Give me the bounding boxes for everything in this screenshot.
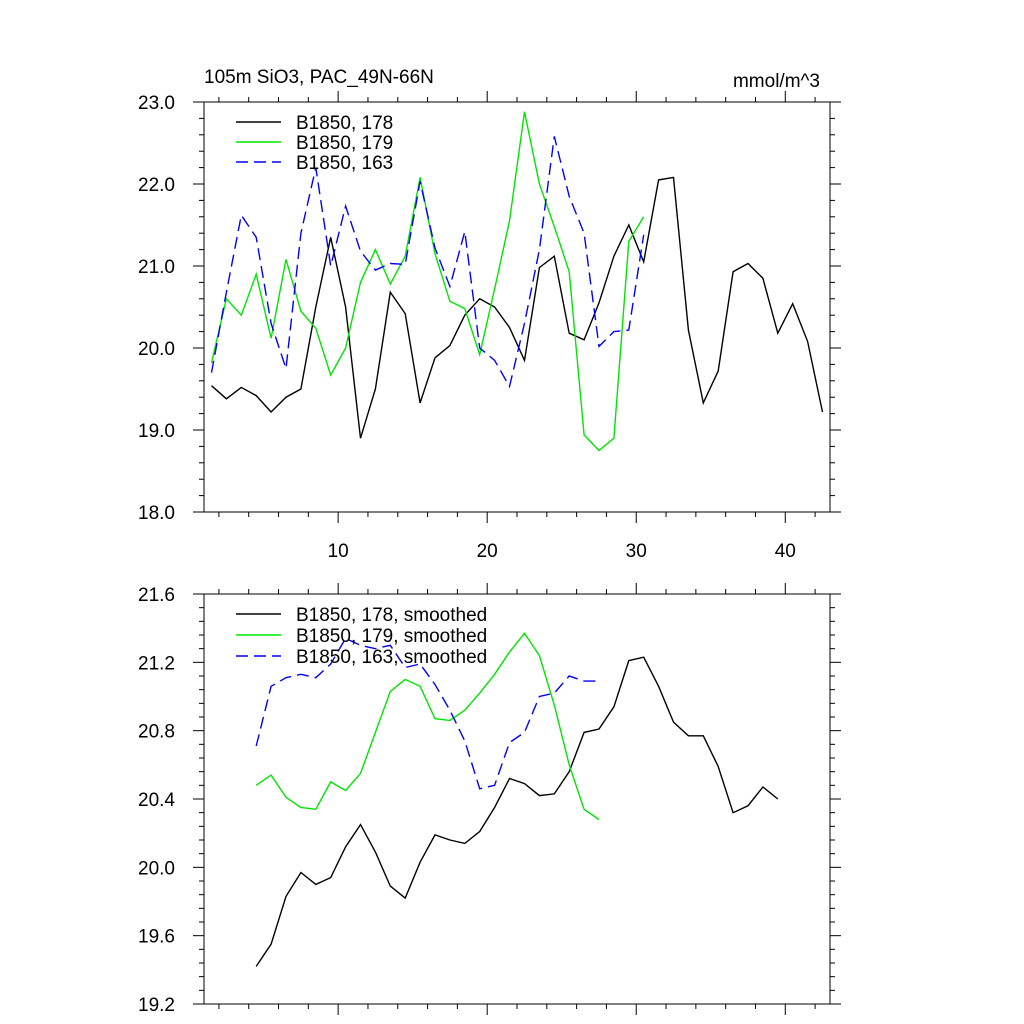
legend-label-2: B1850, 163 xyxy=(296,153,393,174)
y-tick-label: 21.0 xyxy=(138,257,175,278)
x-tick-label: 30 xyxy=(626,541,647,562)
top-chart-series xyxy=(210,111,824,452)
y-tick-label: 19.0 xyxy=(138,421,175,442)
y-tick-label: 19.6 xyxy=(138,927,175,948)
legend-label-0: B1850, 178 xyxy=(296,113,393,134)
y-tick-label: 19.2 xyxy=(138,995,175,1016)
x-tick-label: 10 xyxy=(328,541,349,562)
legend-label-1: B1850, 179 xyxy=(296,133,393,154)
series-line-0 xyxy=(255,656,779,967)
y-tick-label: 21.2 xyxy=(138,653,175,674)
series-line-2 xyxy=(255,637,599,790)
bottom-chart-series xyxy=(255,632,779,967)
y-tick-label: 22.0 xyxy=(138,175,175,196)
bottom-chart-axes: 19.2 19.6 20.0 20.4 20.8 21.2 21.6 xyxy=(138,583,841,1016)
legend-label-0: B1850, 178, smoothed xyxy=(296,605,487,626)
top-chart-units: mmol/m^3 xyxy=(733,71,820,92)
x-tick-label: 40 xyxy=(775,541,796,562)
y-tick-label: 23.0 xyxy=(138,93,175,114)
series-line-1 xyxy=(255,632,600,821)
series-line-0 xyxy=(211,176,824,439)
y-tick-label: 20.4 xyxy=(138,790,175,811)
y-tick-label: 18.0 xyxy=(138,503,175,524)
legend-label-1: B1850, 179, smoothed xyxy=(296,626,487,647)
top-chart-axes: 18.0 19.0 20.0 21.0 22.0 23.0 10 20 30 40 xyxy=(138,91,841,562)
y-tick-label: 20.8 xyxy=(138,722,175,743)
y-tick-label: 21.6 xyxy=(138,585,175,606)
series-line-2 xyxy=(210,136,645,389)
x-tick-label: 20 xyxy=(477,541,498,562)
y-tick-label: 20.0 xyxy=(138,858,175,879)
y-tick-label: 20.0 xyxy=(138,339,175,360)
top-chart-title: 105m SiO3, PAC_49N-66N xyxy=(204,67,434,88)
legend-label-2: B1850, 163, smoothed xyxy=(296,647,487,668)
